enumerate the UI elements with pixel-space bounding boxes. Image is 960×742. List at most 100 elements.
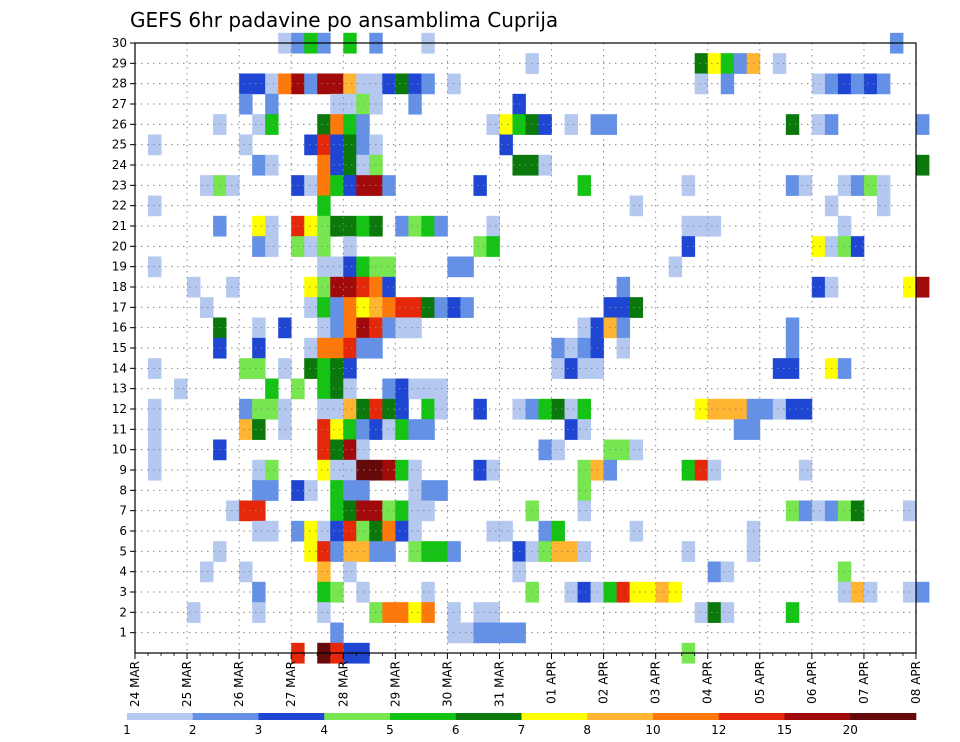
heatmap-cell — [694, 602, 709, 623]
heatmap-cell — [343, 378, 357, 400]
heatmap-cell — [850, 73, 865, 95]
heatmap-cell — [577, 398, 591, 420]
heatmap-cell — [265, 114, 279, 135]
heatmap-cell — [356, 480, 370, 501]
heatmap-cell — [577, 541, 591, 562]
heatmap-cell — [916, 276, 930, 298]
heatmap-cell — [707, 53, 722, 74]
heatmap-cell — [343, 276, 357, 298]
heatmap-cell — [473, 236, 487, 257]
heatmap-cell — [226, 175, 240, 196]
heatmap-cell — [330, 215, 344, 237]
heatmap-cell — [317, 358, 331, 379]
x-tick-label: 24 MAR — [128, 661, 142, 707]
heatmap-cell — [629, 581, 644, 603]
heatmap-cell — [356, 459, 370, 481]
heatmap-cell — [317, 439, 331, 461]
heatmap-cell — [408, 520, 422, 542]
heatmap-cell — [460, 256, 474, 278]
heatmap-cell — [317, 378, 331, 400]
heatmap-cell — [343, 398, 357, 420]
heatmap-cell — [395, 215, 409, 237]
heatmap-cell — [499, 114, 513, 135]
heatmap-cell — [356, 398, 370, 420]
y-tick-label: 15 — [112, 341, 127, 355]
x-tick-label: 02 APR — [597, 661, 611, 704]
heatmap-cell — [343, 561, 357, 583]
heatmap-cell — [317, 154, 331, 176]
heatmap-cell — [304, 520, 318, 542]
heatmap-cell — [811, 114, 826, 135]
heatmap-cell — [616, 581, 631, 603]
heatmap-cell — [382, 541, 396, 562]
heatmap-cell — [239, 134, 253, 156]
heatmap-cell — [629, 520, 644, 542]
heatmap-cell — [252, 459, 266, 481]
heatmap-cell — [278, 419, 292, 440]
heatmap-cell — [408, 93, 422, 115]
heatmap-cell — [148, 256, 162, 278]
heatmap-cell — [200, 297, 214, 318]
heatmap-cell — [837, 175, 852, 196]
heatmap-cell — [239, 358, 253, 379]
heatmap-cell — [733, 53, 748, 74]
x-tick-label: 30 MAR — [440, 661, 454, 707]
heatmap-cell — [395, 378, 409, 400]
heatmap-cell — [837, 236, 852, 257]
heatmap-cell — [837, 581, 852, 603]
heatmap-cell — [304, 480, 318, 501]
colorbar-label: 5 — [386, 723, 394, 737]
heatmap-cell — [395, 297, 409, 318]
heatmap-cell — [330, 114, 344, 135]
y-tick-label: 9 — [119, 463, 127, 477]
heatmap-cell — [837, 215, 852, 237]
heatmap-cell — [356, 419, 370, 440]
heatmap-cell — [577, 175, 591, 196]
heatmap-cell — [239, 419, 253, 440]
heatmap-cell — [733, 398, 748, 420]
y-tick-label: 30 — [112, 36, 127, 50]
heatmap-cell — [317, 215, 331, 237]
heatmap-cell — [395, 459, 409, 481]
x-tick-label: 29 MAR — [388, 661, 402, 707]
heatmap-cell — [486, 236, 500, 257]
heatmap-cell — [538, 398, 552, 420]
heatmap-cell — [239, 73, 253, 95]
heatmap-cell — [252, 500, 266, 522]
heatmap-cell — [317, 297, 331, 318]
heatmap-cell — [317, 398, 331, 420]
colorbar-swatch — [653, 713, 720, 720]
heatmap-cell — [252, 581, 266, 603]
heatmap-cell — [304, 297, 318, 318]
heatmap-cell — [356, 297, 370, 318]
heatmap-cell — [382, 602, 396, 623]
heatmap-cell — [330, 581, 344, 603]
heatmap-cell — [343, 480, 357, 501]
heatmap-cell — [304, 337, 318, 359]
heatmap-cell — [421, 602, 435, 623]
heatmap-cell — [356, 317, 370, 339]
heatmap-cell — [473, 459, 487, 481]
heatmap-cell — [564, 114, 578, 135]
heatmap-cell — [356, 541, 370, 562]
heatmap-cell — [538, 520, 552, 542]
y-tick-label: 10 — [112, 443, 127, 457]
heatmap-cell — [239, 500, 253, 522]
y-tick-label: 5 — [119, 544, 127, 558]
heatmap-cell — [577, 500, 591, 522]
heatmap-cell — [382, 419, 396, 440]
heatmap-cell — [317, 520, 331, 542]
heatmap-cell — [343, 541, 357, 562]
y-tick-label: 27 — [112, 97, 127, 111]
heatmap-cell — [577, 317, 591, 339]
heatmap-cell — [187, 276, 201, 298]
heatmap-cell — [408, 541, 422, 562]
heatmap-cell — [356, 114, 370, 135]
heatmap-cell — [863, 581, 878, 603]
heatmap-cell — [317, 317, 331, 339]
heatmap-cell — [551, 398, 565, 420]
heatmap-cell — [330, 459, 344, 481]
heatmap-cell — [720, 398, 735, 420]
heatmap-cell — [720, 53, 735, 74]
